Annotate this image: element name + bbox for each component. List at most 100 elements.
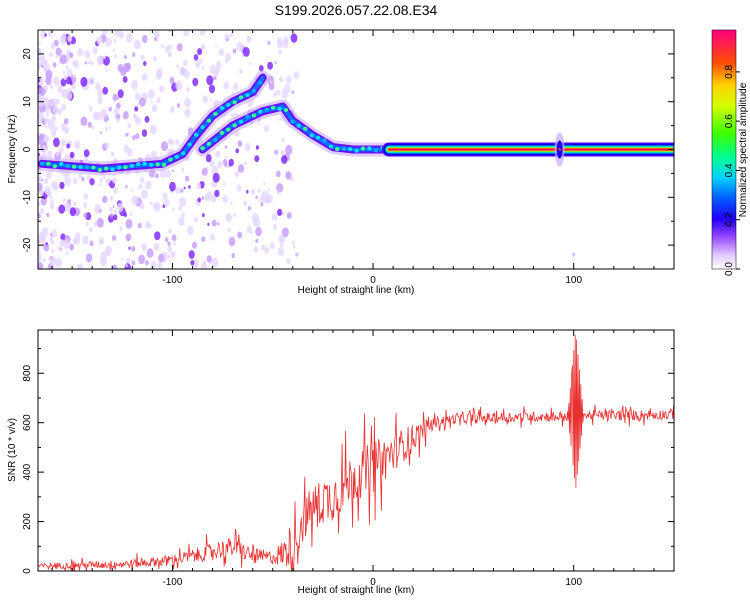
ridge-dot xyxy=(104,166,109,171)
noise-blob xyxy=(55,257,62,268)
noise-blob xyxy=(211,219,217,227)
spectrogram-xlabel: Height of straight line (km) xyxy=(298,285,415,296)
ridge-dot xyxy=(322,138,327,143)
noise-blob xyxy=(131,245,136,252)
y-tick-label: 20 xyxy=(22,48,33,60)
ridge-dot xyxy=(65,163,70,168)
noise-blob xyxy=(242,47,250,57)
noise-blob xyxy=(83,149,90,158)
noise-blob xyxy=(264,125,269,132)
noise-blob xyxy=(99,177,103,183)
noise-blob xyxy=(180,189,184,193)
y-tick-label: 200 xyxy=(22,513,33,530)
noise-blob xyxy=(102,175,106,180)
colorbar-frame xyxy=(711,29,737,270)
noise-blob xyxy=(52,76,60,86)
ridge-dot xyxy=(219,130,224,135)
noise-blob xyxy=(103,55,106,60)
noise-blob xyxy=(168,52,172,57)
noise-blob xyxy=(164,45,170,54)
noise-blob xyxy=(57,245,61,251)
noise-blob xyxy=(156,97,161,104)
noise-blob xyxy=(110,213,114,218)
noise-blob xyxy=(172,169,175,173)
noise-blob xyxy=(49,204,52,208)
x-tick-label: 100 xyxy=(565,577,582,588)
noise-blob xyxy=(132,135,136,141)
noise-blob xyxy=(167,245,172,253)
noise-blob xyxy=(251,188,256,195)
noise-blob xyxy=(125,233,132,242)
noise-blob xyxy=(159,169,167,178)
noise-blob xyxy=(116,202,124,212)
noise-blob xyxy=(165,169,172,179)
noise-blob xyxy=(149,124,157,135)
noise-blob xyxy=(141,243,147,251)
noise-blob xyxy=(141,129,148,137)
noise-blob xyxy=(274,61,277,65)
noise-blob xyxy=(184,108,191,117)
noise-blob xyxy=(49,232,53,237)
noise-blob xyxy=(50,129,57,137)
noise-blob xyxy=(243,200,248,206)
noise-blob xyxy=(209,64,217,75)
noise-blob xyxy=(201,196,205,201)
noise-blob xyxy=(223,81,229,90)
noise-blob xyxy=(255,195,259,200)
noise-blob xyxy=(112,205,115,209)
colorbar-ticks: 0.0 0.2 0.4 0.6 0.8 xyxy=(724,64,740,276)
noise-blob xyxy=(270,80,273,84)
noise-blob xyxy=(43,137,47,142)
noise-blob xyxy=(38,182,43,192)
noise-blob xyxy=(230,32,234,37)
ridge-dot xyxy=(367,146,372,151)
noise-blob xyxy=(217,222,220,226)
noise-blob xyxy=(39,133,45,140)
noise-blob xyxy=(45,107,49,111)
noise-blob xyxy=(85,212,92,221)
noise-blob xyxy=(176,43,183,52)
noise-blob xyxy=(181,212,185,218)
noise-blob xyxy=(123,212,128,218)
ridge-dot xyxy=(213,112,218,116)
noise-blob xyxy=(132,52,136,58)
noise-blob xyxy=(131,260,136,266)
noise-blob xyxy=(43,244,50,252)
noise-blob xyxy=(183,69,190,79)
y-tick-label: -10 xyxy=(22,190,33,205)
noise-blob xyxy=(178,205,183,212)
noise-blob xyxy=(105,68,108,73)
noise-blob xyxy=(233,82,239,91)
noise-blob xyxy=(293,245,296,249)
noise-blob xyxy=(267,61,273,70)
noise-blob xyxy=(255,227,262,237)
noise-blob xyxy=(271,213,278,221)
noise-blob xyxy=(286,258,291,265)
noise-blob xyxy=(99,131,102,135)
noise-blob xyxy=(113,54,117,59)
ridge-dot xyxy=(251,88,257,93)
noise-blob xyxy=(125,219,133,229)
noise-blob xyxy=(210,194,217,203)
noise-blob xyxy=(38,244,41,252)
noise-blob xyxy=(39,189,44,196)
noise-blob xyxy=(85,253,93,263)
ridge-dot xyxy=(136,162,141,167)
noise-blob xyxy=(137,222,142,229)
noise-blob xyxy=(60,233,66,241)
noise-blob xyxy=(109,195,114,201)
noise-blob xyxy=(176,103,181,108)
ridge-dot xyxy=(290,119,295,124)
noise-blob xyxy=(125,264,128,268)
noise-blob xyxy=(40,30,47,39)
noise-blob xyxy=(62,198,66,202)
noise-blob xyxy=(213,75,217,81)
noise-blob xyxy=(45,111,50,117)
noise-blob xyxy=(52,182,59,191)
noise-blob xyxy=(46,212,50,218)
noise-blob xyxy=(108,106,112,112)
noise-blob xyxy=(96,36,103,45)
noise-blob xyxy=(211,165,219,175)
noise-blob xyxy=(144,116,150,123)
noise-blob xyxy=(125,184,128,189)
